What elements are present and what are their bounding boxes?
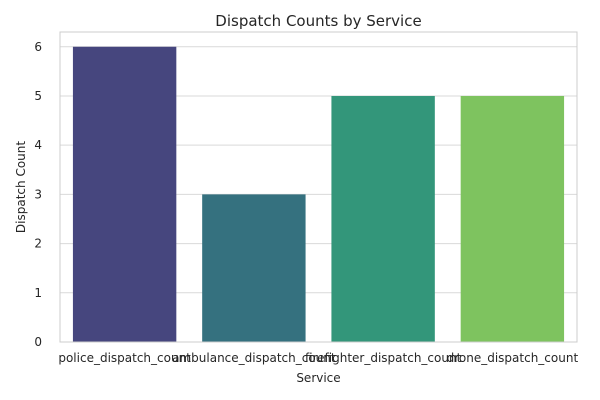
bar-firefighter-dispatch-count: [331, 95, 435, 342]
x-tick-label: police_dispatch_count: [58, 351, 191, 365]
bars: [72, 46, 565, 343]
x-tick-label: ambulance_dispatch_count: [172, 351, 336, 365]
y-tick-label: 6: [34, 40, 42, 54]
bar-ambulance-dispatch-count: [202, 194, 306, 342]
bar-police-dispatch-count: [72, 46, 177, 343]
bar-drone-dispatch-count: [460, 95, 565, 342]
y-tick-labels: 0 1 2 3 4 5 6: [34, 40, 42, 349]
y-tick-label: 2: [34, 237, 42, 251]
y-tick-label: 0: [34, 335, 42, 349]
x-tick-label: drone_dispatch_count: [447, 351, 579, 365]
x-axis-title: Service: [296, 371, 340, 385]
y-tick-label: 1: [34, 286, 42, 300]
x-tick-label: firefighter_dispatch_count: [305, 351, 462, 365]
y-tick-label: 4: [34, 138, 42, 152]
chart-title: Dispatch Counts by Service: [215, 12, 421, 30]
y-tick-label: 5: [34, 89, 42, 103]
plot-border: [59, 31, 578, 343]
plot-frame: [59, 31, 578, 343]
y-axis-title: Dispatch Count: [14, 141, 28, 233]
y-tick-label: 3: [34, 187, 42, 201]
x-tick-labels: police_dispatch_countambulance_dispatch_…: [58, 351, 578, 365]
